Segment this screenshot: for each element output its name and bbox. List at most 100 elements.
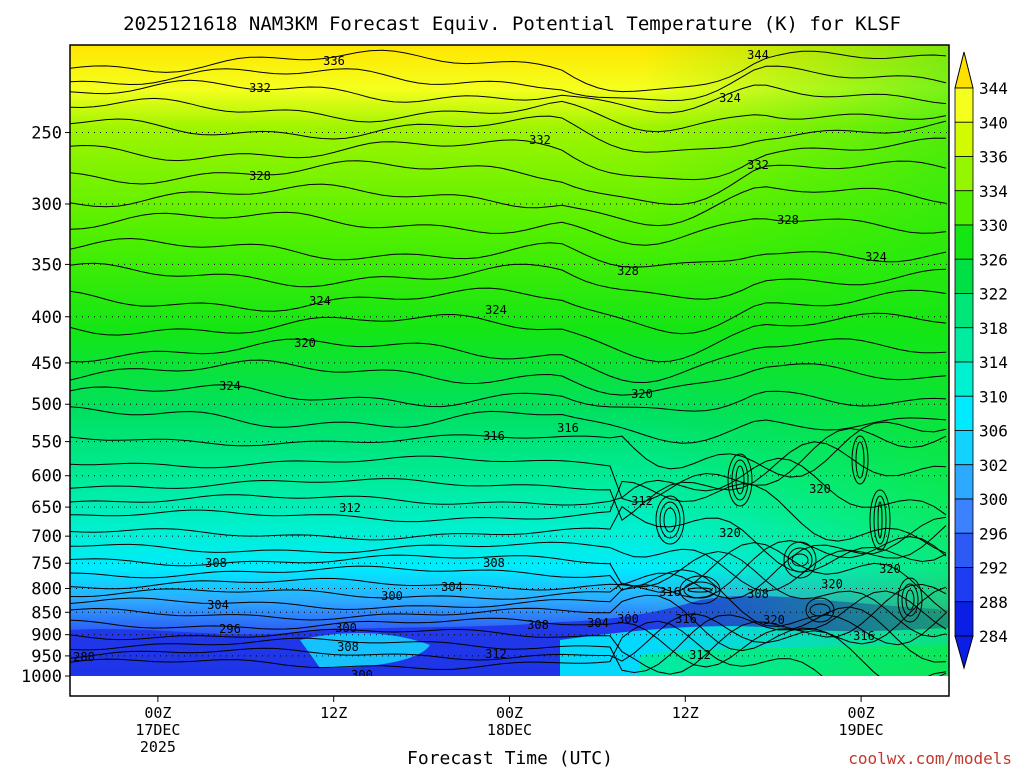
colorbar-label: 322	[979, 285, 1008, 304]
contour-label: 324	[309, 294, 331, 308]
contour-lines	[70, 49, 947, 676]
colorbar-label: 340	[979, 113, 1008, 132]
y-tick-label: 600	[31, 467, 62, 487]
contour-label: 324	[719, 91, 741, 105]
contour-label: 312	[631, 494, 653, 508]
contour-label: 312	[485, 647, 507, 661]
pressure-gridlines	[70, 131, 949, 657]
y-tick-label: 450	[31, 354, 62, 374]
contour-label: 304	[441, 580, 463, 594]
contour-label: 320	[763, 613, 785, 627]
contour-line	[70, 620, 947, 676]
contour-line	[70, 115, 947, 153]
colorbar-swatch	[954, 156, 974, 192]
contour-line	[70, 427, 947, 503]
colorbar-swatch	[954, 87, 974, 123]
colorbar-label: 336	[979, 148, 1008, 167]
contour-label: 320	[719, 526, 741, 540]
y-tick-label: 250	[31, 123, 62, 143]
colorbar-swatch	[954, 567, 974, 603]
convective-contour	[659, 501, 681, 539]
convective-contour	[897, 577, 923, 623]
convective-contour	[869, 489, 891, 551]
contour-line	[70, 65, 947, 102]
colorbar-label: 306	[979, 422, 1008, 441]
y-tick-label: 950	[31, 647, 62, 667]
colorbar-swatch	[954, 361, 974, 397]
contour-line	[70, 384, 947, 412]
contour-label: 304	[587, 616, 609, 630]
colorbar-label: 326	[979, 250, 1008, 269]
x-tick-label: 19DEC	[839, 721, 884, 739]
contour-label: 316	[675, 612, 697, 626]
colorbar: 344 340 336 334 330 326 322 318 314 310 306 302 300 2…	[954, 51, 1008, 670]
colorbar-swatch	[954, 224, 974, 260]
x-tick-label: 12Z	[320, 704, 347, 722]
contour-line	[70, 516, 947, 600]
y-tick-label: 500	[31, 395, 62, 415]
x-tick-label: 17DEC	[135, 721, 180, 739]
colorbar-label: 310	[979, 387, 1008, 406]
contour-label: 308	[205, 556, 227, 570]
contour-label: 316	[853, 629, 875, 643]
contour-line	[70, 613, 947, 676]
colorbar-label: 300	[979, 490, 1008, 509]
y-tick-label: 800	[31, 580, 62, 600]
credit-text: coolwx.com/models	[848, 749, 1012, 768]
colorbar-swatch	[954, 121, 974, 157]
contour-label: 316	[483, 429, 505, 443]
colorbar-label: 314	[979, 353, 1008, 372]
contour-line	[70, 338, 947, 384]
contour-label: 288	[73, 650, 95, 664]
contour-label: 304	[207, 598, 229, 612]
contour-line	[70, 359, 947, 396]
contour-line	[70, 97, 947, 133]
colorbar-swatch	[954, 532, 974, 568]
colorbar-label: 288	[979, 593, 1008, 612]
contour-label: 316	[659, 585, 681, 599]
convective-contour	[727, 453, 753, 507]
colorbar-swatch	[954, 464, 974, 500]
y-tick-label: 550	[31, 433, 62, 453]
contour-label: 324	[865, 250, 887, 264]
y-tick-label: 350	[31, 255, 62, 275]
contour-line	[70, 586, 947, 652]
contour-label: 300	[351, 668, 373, 682]
contour-label: 332	[747, 158, 769, 172]
colorbar-swatch	[954, 327, 974, 363]
contour-label: 300	[335, 621, 357, 635]
convective-contour	[783, 541, 817, 579]
contour-line	[70, 312, 947, 363]
contour-label: 328	[249, 169, 271, 183]
contour-line	[70, 237, 947, 268]
colorbar-label: 344	[979, 79, 1008, 98]
convective-contour	[877, 501, 883, 539]
convective-contour	[791, 553, 809, 567]
x-tick-label: 00Z	[848, 704, 875, 722]
colorbar-label: 292	[979, 559, 1008, 578]
contour-label: 312	[689, 648, 711, 662]
y-tick-label: 700	[31, 527, 62, 547]
contour-line	[70, 441, 947, 521]
convective-contour	[735, 465, 745, 495]
convective-contour	[901, 583, 919, 617]
colorbar-swatch	[954, 601, 974, 637]
convective-contour	[679, 575, 721, 605]
contour-line	[70, 421, 947, 478]
contour-label: 328	[777, 213, 799, 227]
colorbar-swatch	[954, 293, 974, 329]
convective-contour	[851, 435, 869, 485]
contour-line	[70, 287, 947, 335]
colorbar-swatch	[954, 258, 974, 294]
y-tick-label: 850	[31, 603, 62, 623]
y-tick-label: 1000	[21, 667, 62, 687]
colorbar-label: 334	[979, 182, 1008, 201]
contour-label: 344	[747, 48, 769, 62]
convective-contour	[663, 507, 677, 533]
contour-line	[70, 569, 947, 646]
contour-line	[70, 49, 947, 93]
x-tick-label: 00Z	[144, 704, 171, 722]
y-tick-label: 400	[31, 308, 62, 328]
